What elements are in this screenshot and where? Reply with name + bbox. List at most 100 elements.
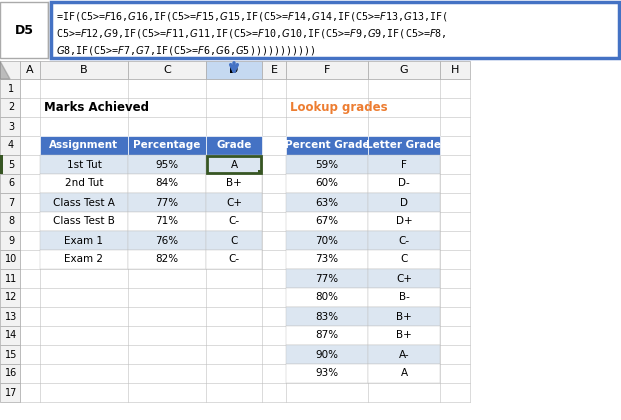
Text: B+: B+ [396, 312, 412, 321]
Text: G: G [400, 65, 409, 75]
Bar [40, 193, 128, 212]
Bar [206, 61, 262, 79]
Text: F: F [324, 65, 330, 75]
Text: 2: 2 [8, 102, 14, 113]
Text: 10: 10 [5, 255, 17, 265]
Text: =IF(C5>=$F$16,$G$16,IF(C5>=$F$15,$G$15,IF(C5>=$F$14,$G$14,IF(C5>=$F$13,$G$13,IF(: =IF(C5>=$F$16,$G$16,IF(C5>=$F$15,$G$15,I… [56, 10, 448, 23]
Text: 67%: 67% [315, 216, 338, 226]
Bar [368, 136, 440, 155]
Text: Marks Achieved: Marks Achieved [44, 101, 149, 114]
Text: A: A [230, 160, 238, 170]
Text: 80%: 80% [315, 292, 338, 302]
Text: 4: 4 [8, 141, 14, 150]
Text: 83%: 83% [315, 312, 338, 321]
Bar [128, 193, 206, 212]
Text: 3: 3 [8, 121, 14, 131]
Bar [368, 269, 440, 288]
Text: 9: 9 [8, 236, 14, 246]
Bar [0, 383, 20, 402]
Bar [368, 231, 440, 250]
Bar [206, 136, 262, 155]
Bar [286, 61, 368, 79]
Text: 87%: 87% [315, 331, 338, 341]
Bar [286, 345, 368, 364]
Bar [0, 288, 20, 307]
Text: 13: 13 [5, 312, 17, 321]
Text: Assignment: Assignment [50, 141, 119, 150]
Bar [40, 212, 128, 231]
Bar [368, 326, 440, 345]
Text: B-: B- [399, 292, 409, 302]
Bar [0, 136, 20, 155]
Text: D+: D+ [396, 216, 412, 226]
Bar [368, 61, 440, 79]
Bar [0, 307, 20, 326]
Bar [368, 345, 440, 364]
Text: F: F [401, 160, 407, 170]
Text: 63%: 63% [315, 197, 338, 207]
Text: C: C [230, 236, 238, 246]
Text: Percent Grade: Percent Grade [284, 141, 369, 150]
Bar [0, 2, 48, 58]
Text: 84%: 84% [155, 178, 179, 189]
Bar [206, 250, 262, 269]
Bar [368, 193, 440, 212]
Text: C+: C+ [226, 197, 242, 207]
Text: 14: 14 [5, 331, 17, 341]
Text: D: D [229, 65, 238, 75]
Bar [286, 155, 368, 174]
Bar [0, 174, 20, 193]
Bar [206, 193, 262, 212]
Bar [0, 231, 20, 250]
Bar [0, 250, 20, 269]
Bar [128, 136, 206, 155]
Bar [0, 269, 20, 288]
Text: 7: 7 [8, 197, 14, 207]
Bar [0, 61, 20, 79]
Bar [20, 61, 40, 79]
Bar [368, 212, 440, 231]
Bar [286, 193, 368, 212]
Bar [286, 307, 368, 326]
Text: 82%: 82% [155, 255, 179, 265]
Bar [368, 155, 440, 174]
Text: Class Test A: Class Test A [53, 197, 115, 207]
Text: 76%: 76% [155, 236, 179, 246]
Bar [0, 79, 20, 98]
Text: 15: 15 [5, 349, 17, 360]
Text: 1: 1 [8, 84, 14, 94]
Bar [368, 307, 440, 326]
Text: 12: 12 [5, 292, 17, 302]
Text: 2nd Tut: 2nd Tut [65, 178, 103, 189]
Bar [258, 170, 262, 174]
Text: 8: 8 [8, 216, 14, 226]
Text: 90%: 90% [315, 349, 338, 360]
Text: 71%: 71% [155, 216, 179, 226]
Bar [0, 98, 20, 117]
Bar [286, 269, 368, 288]
Text: Letter Grade: Letter Grade [366, 141, 442, 150]
Bar [0, 212, 20, 231]
Bar [206, 231, 262, 250]
Text: 95%: 95% [155, 160, 179, 170]
Text: Exam 1: Exam 1 [65, 236, 104, 246]
Text: A: A [26, 65, 34, 75]
Text: B+: B+ [396, 331, 412, 341]
Bar [286, 212, 368, 231]
Bar [0, 326, 20, 345]
Text: 77%: 77% [315, 273, 338, 284]
Bar [0, 155, 20, 174]
Bar [40, 61, 128, 79]
Bar [286, 136, 368, 155]
Text: Lookup grades: Lookup grades [290, 101, 388, 114]
Text: 93%: 93% [315, 368, 338, 378]
Text: 17: 17 [5, 388, 17, 397]
Text: D: D [400, 197, 408, 207]
Bar [40, 231, 128, 250]
Bar [128, 212, 206, 231]
Text: C-: C- [399, 236, 410, 246]
Text: 60%: 60% [315, 178, 338, 189]
Bar [0, 345, 20, 364]
Bar [128, 174, 206, 193]
Text: $G$8,IF(C5>=$F$7,$G$7,IF(C5>=$F$6,$G$6,$G$5))))))))))): $G$8,IF(C5>=$F$7,$G$7,IF(C5>=$F$6,$G$6,$… [56, 44, 315, 57]
